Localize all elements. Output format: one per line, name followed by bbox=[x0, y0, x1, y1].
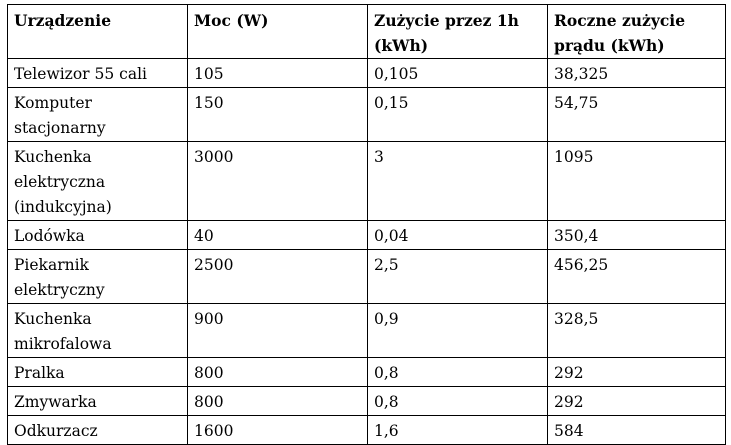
cell-yearly-usage: 350,4 bbox=[547, 220, 726, 250]
cell-hourly-usage: 0,04 bbox=[367, 220, 548, 250]
header-hourly-usage: Zużycie przez 1h (kWh) bbox=[367, 4, 548, 59]
table-row: Kuchenka mikrofalowa 900 0,9 328,5 bbox=[7, 303, 726, 358]
cell-device: Zmywarka bbox=[7, 386, 188, 416]
table-row: Odkurzacz 1600 1,6 584 bbox=[7, 415, 726, 445]
cell-yearly-usage: 456,25 bbox=[547, 249, 726, 304]
cell-yearly-usage: 38,325 bbox=[547, 58, 726, 88]
cell-power: 900 bbox=[187, 303, 368, 358]
table-row: Zmywarka 800 0,8 292 bbox=[7, 386, 726, 416]
header-yearly-usage: Roczne zużycie prądu (kWh) bbox=[547, 4, 726, 59]
cell-power: 1600 bbox=[187, 415, 368, 445]
energy-consumption-table: Urządzenie Moc (W) Zużycie przez 1h (kWh… bbox=[7, 4, 726, 445]
cell-device: Pralka bbox=[7, 357, 188, 387]
cell-device: Telewizor 55 cali bbox=[7, 58, 188, 88]
cell-hourly-usage: 0,15 bbox=[367, 87, 548, 142]
cell-hourly-usage: 1,6 bbox=[367, 415, 548, 445]
cell-power: 105 bbox=[187, 58, 368, 88]
cell-yearly-usage: 292 bbox=[547, 386, 726, 416]
table-row: Kuchenka elektryczna (indukcyjna) 3000 3… bbox=[7, 141, 726, 221]
energy-table-container: Urządzenie Moc (W) Zużycie przez 1h (kWh… bbox=[7, 4, 726, 445]
header-power: Moc (W) bbox=[187, 4, 368, 59]
cell-device: Komputer stacjonarny bbox=[7, 87, 188, 142]
cell-hourly-usage: 2,5 bbox=[367, 249, 548, 304]
cell-power: 150 bbox=[187, 87, 368, 142]
cell-power: 3000 bbox=[187, 141, 368, 221]
cell-device: Kuchenka elektryczna (indukcyjna) bbox=[7, 141, 188, 221]
table-row: Komputer stacjonarny 150 0,15 54,75 bbox=[7, 87, 726, 142]
cell-yearly-usage: 292 bbox=[547, 357, 726, 387]
cell-yearly-usage: 584 bbox=[547, 415, 726, 445]
cell-power: 2500 bbox=[187, 249, 368, 304]
cell-device: Odkurzacz bbox=[7, 415, 188, 445]
cell-power: 800 bbox=[187, 386, 368, 416]
header-row: Urządzenie Moc (W) Zużycie przez 1h (kWh… bbox=[7, 4, 726, 59]
header-device: Urządzenie bbox=[7, 4, 188, 59]
cell-device: Kuchenka mikrofalowa bbox=[7, 303, 188, 358]
cell-power: 40 bbox=[187, 220, 368, 250]
cell-power: 800 bbox=[187, 357, 368, 387]
cell-hourly-usage: 0,105 bbox=[367, 58, 548, 88]
table-row: Pralka 800 0,8 292 bbox=[7, 357, 726, 387]
cell-device: Piekarnik elektryczny bbox=[7, 249, 188, 304]
table-row: Telewizor 55 cali 105 0,105 38,325 bbox=[7, 58, 726, 88]
cell-yearly-usage: 1095 bbox=[547, 141, 726, 221]
table-row: Lodówka 40 0,04 350,4 bbox=[7, 220, 726, 250]
cell-hourly-usage: 0,8 bbox=[367, 357, 548, 387]
cell-yearly-usage: 328,5 bbox=[547, 303, 726, 358]
cell-yearly-usage: 54,75 bbox=[547, 87, 726, 142]
cell-hourly-usage: 3 bbox=[367, 141, 548, 221]
cell-hourly-usage: 0,9 bbox=[367, 303, 548, 358]
table-row: Piekarnik elektryczny 2500 2,5 456,25 bbox=[7, 249, 726, 304]
cell-hourly-usage: 0,8 bbox=[367, 386, 548, 416]
cell-device: Lodówka bbox=[7, 220, 188, 250]
